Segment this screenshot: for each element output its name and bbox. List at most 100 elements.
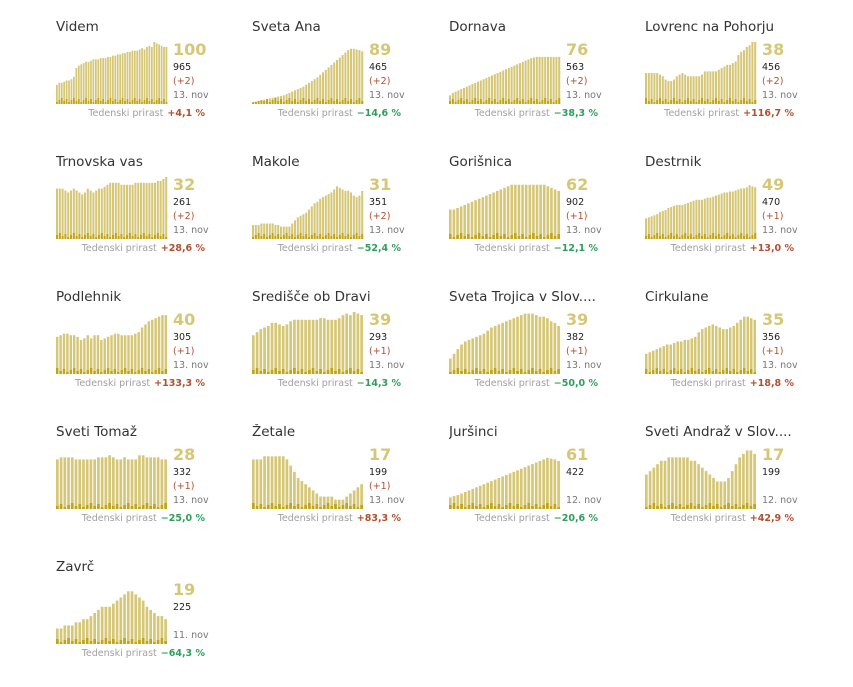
bar-new-cases: [463, 236, 467, 239]
bar-new-cases: [501, 507, 504, 509]
bar: [93, 459, 97, 509]
bar-new-cases: [452, 503, 456, 509]
bar-new-cases: [305, 234, 308, 239]
bar-new-cases: [63, 640, 67, 644]
bar: [495, 190, 499, 239]
bar-new-cases: [474, 98, 477, 104]
bar-new-cases: [145, 503, 149, 509]
bar: [684, 74, 687, 104]
bar: [727, 478, 730, 509]
bar-new-cases: [70, 235, 73, 239]
bar: [689, 76, 692, 104]
bar-new-cases: [709, 235, 712, 239]
bar-new-cases: [456, 506, 460, 509]
bar: [539, 184, 542, 239]
bar-new-cases: [527, 370, 531, 374]
bar-new-cases: [82, 640, 85, 644]
bar-new-cases: [313, 100, 316, 104]
bar: [352, 48, 355, 104]
bar: [538, 56, 541, 104]
bar-new-cases: [141, 505, 145, 509]
bar-new-cases: [650, 99, 653, 104]
bar-new-cases: [131, 100, 134, 104]
bar: [112, 55, 114, 104]
daily-change-value: (+2): [566, 76, 588, 87]
bar-new-cases: [692, 99, 695, 104]
bar-new-cases: [706, 237, 709, 239]
bar: [313, 79, 316, 104]
bar-new-cases: [361, 101, 364, 104]
bar: [107, 56, 109, 104]
bar: [557, 190, 560, 239]
bar-new-cases: [106, 368, 110, 374]
bar-new-cases: [266, 99, 269, 104]
bar: [542, 316, 546, 374]
bar: [78, 192, 81, 239]
bar: [63, 457, 67, 509]
bar-new-cases: [155, 100, 158, 104]
bar-new-cases: [514, 233, 517, 239]
bar-new-cases: [673, 368, 676, 374]
bar: [347, 190, 350, 239]
bar-new-cases: [255, 368, 259, 374]
bar-new-cases: [481, 236, 485, 239]
bar-new-cases: [278, 504, 281, 509]
bar: [460, 344, 463, 374]
bar-new-cases: [523, 505, 527, 509]
bar: [656, 214, 659, 239]
bar: [138, 49, 141, 104]
daily-change-value: (+1): [762, 211, 784, 222]
bar: [463, 204, 467, 239]
bar: [130, 591, 134, 644]
bar-new-cases: [134, 372, 137, 374]
bar: [78, 459, 82, 509]
bar-new-cases: [720, 99, 723, 104]
bar-new-cases: [134, 642, 138, 644]
bar: [70, 625, 74, 644]
bar-new-cases: [260, 100, 263, 104]
bar-new-cases: [734, 237, 737, 239]
weekly-growth-label: Tedenski prirast: [474, 108, 550, 119]
municipality-name: Lovrenc na Pohorju: [645, 19, 775, 35]
bar: [126, 459, 130, 509]
bar: [669, 344, 673, 374]
bar-chart: [645, 185, 757, 239]
bar-new-cases: [516, 98, 519, 104]
bar-new-cases: [664, 99, 667, 104]
bar: [452, 353, 456, 374]
bar: [333, 189, 336, 239]
bar: [701, 329, 704, 374]
bar: [341, 55, 344, 104]
bar: [337, 499, 341, 509]
bar-chart: [56, 455, 167, 509]
bar-new-cases: [750, 369, 753, 374]
bar-new-cases: [482, 102, 485, 104]
bar: [156, 180, 159, 239]
bar: [140, 327, 144, 374]
bar-new-cases: [271, 100, 274, 104]
bar-new-cases: [731, 101, 734, 104]
bar-new-cases: [708, 503, 712, 509]
municipality-name: Sveta Ana: [252, 19, 321, 35]
bar: [645, 218, 648, 239]
bar: [751, 42, 754, 104]
bar: [61, 188, 64, 239]
bar: [459, 206, 463, 239]
bar-new-cases: [694, 371, 697, 374]
bar-new-cases: [465, 99, 468, 104]
bar: [141, 48, 143, 104]
bar-new-cases: [291, 101, 294, 104]
bar: [164, 315, 168, 374]
bar: [449, 95, 452, 104]
bar-chart: [449, 313, 560, 374]
weekly-growth: Tedenski prirast −64,3 %: [82, 648, 205, 659]
total-cases-value: 332: [173, 467, 192, 478]
bar: [59, 335, 62, 374]
bar: [299, 215, 302, 239]
bar-new-cases: [734, 504, 738, 509]
daily-change-value: (+1): [566, 211, 588, 222]
bar-new-cases: [280, 237, 283, 239]
bar: [647, 73, 650, 104]
bar-new-cases: [456, 235, 459, 239]
bar-new-cases: [268, 102, 271, 104]
